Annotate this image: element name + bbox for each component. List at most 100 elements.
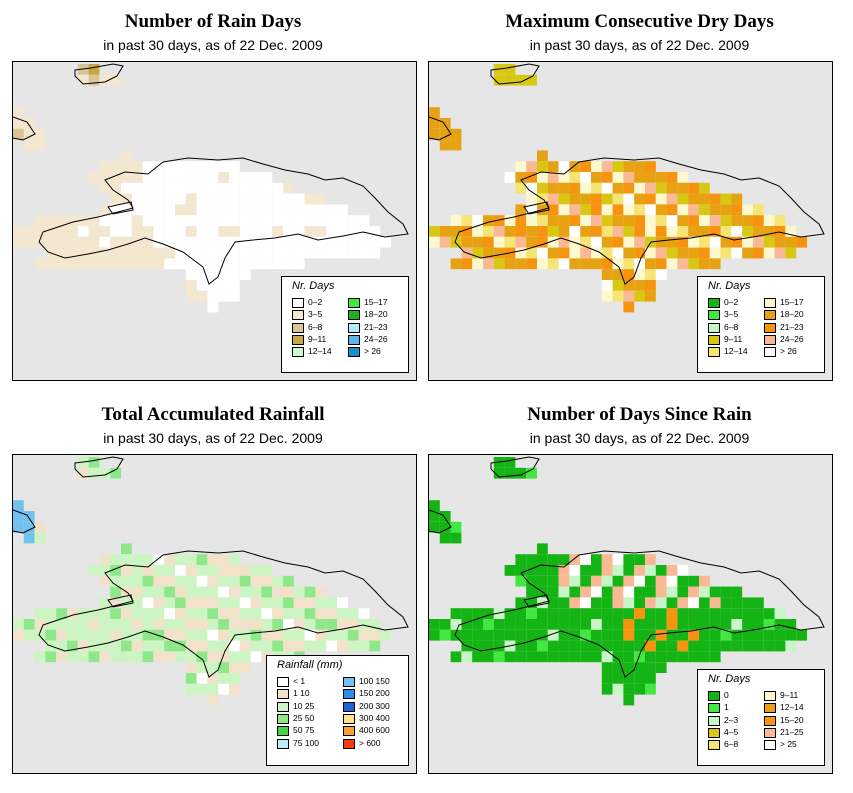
grid-cell bbox=[261, 226, 273, 237]
grid-cell bbox=[153, 161, 165, 172]
grid-cell bbox=[623, 608, 635, 619]
grid-cell bbox=[677, 608, 689, 619]
grid-cell bbox=[304, 204, 316, 216]
grid-cell bbox=[56, 215, 67, 226]
grid-cell bbox=[164, 619, 175, 630]
legend-swatch bbox=[277, 701, 289, 712]
grid-cell bbox=[645, 182, 656, 194]
grid-cell bbox=[369, 247, 381, 259]
grid-cell bbox=[337, 640, 348, 652]
panel-title: Maximum Consecutive Dry Days bbox=[505, 11, 774, 32]
grid-cell bbox=[655, 258, 667, 270]
grid-cell bbox=[569, 182, 581, 194]
grid-cell bbox=[612, 236, 624, 248]
grid-cell bbox=[472, 236, 483, 248]
rain-days-grid bbox=[13, 63, 409, 313]
grid-cell bbox=[547, 161, 559, 172]
grid-cell bbox=[699, 258, 710, 270]
grid-cell bbox=[56, 619, 67, 630]
grid-cell bbox=[526, 640, 537, 652]
grid-cell bbox=[196, 640, 208, 652]
grid-cell bbox=[88, 467, 100, 479]
grid-cell bbox=[131, 161, 143, 172]
grid-cell bbox=[218, 619, 229, 630]
legend-label: 12–14 bbox=[308, 346, 332, 357]
grid-cell bbox=[23, 118, 35, 129]
grid-cell bbox=[515, 565, 527, 576]
grid-cell bbox=[153, 575, 165, 587]
grid-cell bbox=[218, 662, 229, 673]
grid-cell bbox=[315, 247, 327, 259]
grid-cell bbox=[601, 640, 613, 652]
grid-cell bbox=[250, 575, 262, 587]
grid-cell bbox=[347, 247, 359, 259]
grid-cell bbox=[207, 247, 219, 259]
grid-cell bbox=[493, 619, 505, 630]
grid-cell bbox=[699, 236, 710, 248]
grid-cell bbox=[326, 204, 337, 216]
grid-cell bbox=[121, 236, 132, 248]
grid-cell bbox=[131, 193, 143, 205]
grid-cell bbox=[709, 204, 721, 216]
grid-cell bbox=[185, 651, 197, 663]
grid-cell bbox=[612, 290, 624, 302]
grid-cell bbox=[207, 161, 219, 172]
grid-cell bbox=[645, 619, 656, 630]
grid-cell bbox=[131, 236, 143, 248]
grid-cell bbox=[121, 215, 132, 226]
grid-cell bbox=[293, 619, 305, 630]
grid-cell bbox=[185, 182, 197, 194]
grid-cell bbox=[504, 457, 516, 468]
grid-cell bbox=[709, 597, 721, 609]
grid-cell bbox=[23, 139, 35, 151]
grid-cell bbox=[709, 215, 721, 226]
grid-cell bbox=[110, 554, 121, 565]
legend-label: 150 200 bbox=[359, 688, 390, 699]
grid-cell bbox=[250, 215, 262, 226]
grid-cell bbox=[185, 629, 197, 641]
grid-cell bbox=[709, 629, 721, 641]
grid-cell bbox=[688, 236, 699, 248]
grid-cell bbox=[175, 215, 186, 226]
grid-cell bbox=[612, 597, 624, 609]
grid-cell bbox=[612, 161, 624, 172]
grid-cell bbox=[677, 565, 689, 576]
map-since-rain[interactable]: Nr. Days 0 1 2–3 4–5 6–8 9–11 12–14 15–20 21–25 >… bbox=[428, 454, 833, 774]
grid-cell bbox=[196, 565, 208, 576]
grid-cell bbox=[483, 619, 494, 630]
grid-cell bbox=[175, 640, 186, 652]
grid-cell bbox=[569, 586, 581, 598]
panel-subtitle: in past 30 days, as of 22 Dec. 2009 bbox=[529, 430, 750, 446]
grid-cell bbox=[207, 182, 219, 194]
grid-cell bbox=[23, 532, 35, 544]
panel-since-rain: Number of Days Since Rain in past 30 day… bbox=[426, 395, 853, 793]
map-dry-days[interactable]: Nr. Days 0–2 3–5 6–8 9–11 12–14 15–17 18–20 21–… bbox=[428, 61, 833, 381]
grid-cell bbox=[774, 640, 786, 652]
grid-cell bbox=[612, 226, 624, 237]
legend-label: 4–5 bbox=[724, 726, 739, 737]
grid-cell bbox=[207, 236, 219, 248]
grid-cell bbox=[645, 683, 656, 695]
grid-cell bbox=[347, 619, 359, 630]
grid-cell bbox=[515, 74, 527, 86]
grid-cell bbox=[283, 619, 294, 630]
legend-title: Nr. Days bbox=[708, 280, 751, 292]
grid-cell bbox=[77, 236, 89, 248]
grid-cell bbox=[601, 172, 613, 183]
grid-cell bbox=[429, 226, 440, 237]
grid-cell bbox=[110, 215, 121, 226]
coastline bbox=[13, 509, 36, 534]
grid-cell bbox=[537, 640, 548, 652]
grid-cell bbox=[601, 565, 613, 576]
grid-cell bbox=[283, 182, 294, 194]
grid-cell bbox=[88, 64, 100, 75]
grid-cell bbox=[142, 586, 154, 598]
grid-cell bbox=[207, 640, 219, 652]
grid-cell bbox=[537, 554, 548, 565]
map-rain-days[interactable]: Nr. Days 0–2 3–5 6–8 9–11 12–14 15–17 18–20 21–… bbox=[12, 61, 417, 381]
grid-cell bbox=[347, 629, 359, 641]
grid-cell bbox=[655, 247, 667, 259]
grid-cell bbox=[67, 226, 78, 237]
grid-cell bbox=[666, 247, 678, 259]
